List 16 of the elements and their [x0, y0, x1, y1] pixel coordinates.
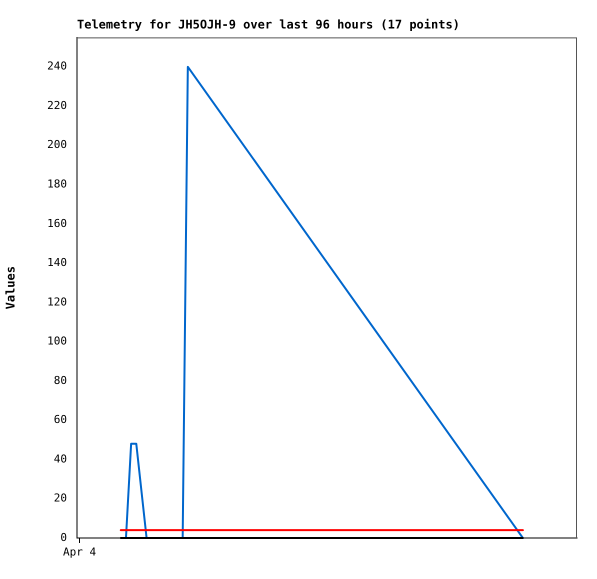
y-tick-label: 140 — [47, 256, 67, 270]
y-tick-label: 200 — [47, 138, 67, 152]
y-tick-label: 40 — [54, 452, 67, 466]
y-tick-label: 20 — [54, 492, 67, 505]
y-tick-label: 240 — [47, 60, 67, 73]
y-tick-label: 120 — [47, 295, 67, 308]
y-tick-label: 80 — [54, 374, 67, 387]
y-axis-title: Values — [3, 266, 18, 310]
y-tick-label: 100 — [47, 334, 67, 348]
y-tick-label: 180 — [47, 177, 67, 190]
y-tick-label: 0 — [60, 530, 67, 544]
chart-title: Telemetry for JH5OJH-9 over last 96 hours (17 points) — [77, 17, 460, 32]
y-tick-label: 60 — [54, 413, 67, 426]
x-tick-label: Apr 4 — [63, 545, 97, 558]
y-tick-label: 160 — [47, 216, 67, 230]
y-tick-label: 220 — [47, 98, 67, 112]
